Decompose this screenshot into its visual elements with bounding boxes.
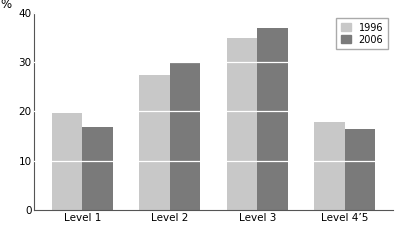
Y-axis label: %: %	[0, 0, 11, 11]
Bar	[170, 62, 200, 210]
Bar	[227, 37, 257, 210]
Bar	[345, 129, 375, 210]
Bar	[314, 122, 345, 210]
Legend: 1996, 2006: 1996, 2006	[336, 18, 388, 49]
Bar	[257, 28, 288, 210]
Bar	[139, 74, 170, 210]
Bar	[52, 113, 83, 210]
Bar	[83, 127, 113, 210]
